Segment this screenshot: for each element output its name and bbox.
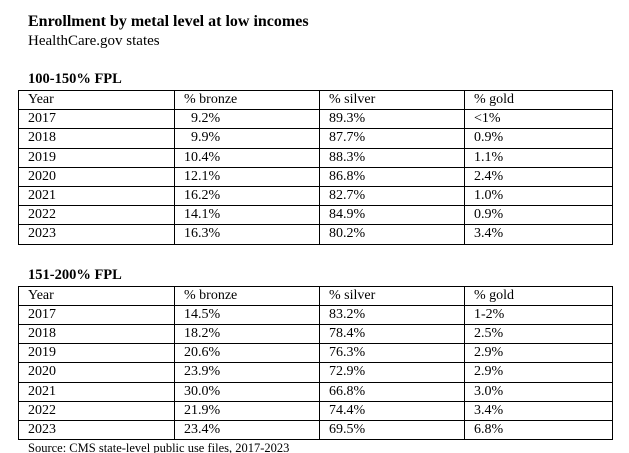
table-cell: 16.3% bbox=[174, 224, 320, 245]
column-header: Year bbox=[18, 285, 175, 306]
table-row: 2019 20.6% 76.3% 2.9% bbox=[18, 343, 613, 364]
table-cell: 9.2% bbox=[174, 109, 320, 130]
table-cell: 12.1% bbox=[174, 166, 320, 188]
table-cell: 83.2% bbox=[319, 304, 465, 326]
table-row: 2017 14.5% 83.2% 1-2% bbox=[18, 304, 613, 326]
page-subtitle: HealthCare.gov states bbox=[28, 33, 160, 49]
table-cell: 1.1% bbox=[464, 147, 613, 168]
table-row: 2023 23.4% 69.5% 6.8% bbox=[18, 420, 613, 441]
table-row: 2020 23.9% 72.9% 2.9% bbox=[18, 362, 613, 383]
section-heading-100-150-fpl: 100-150% FPL bbox=[28, 71, 122, 87]
table-cell: 21.9% bbox=[174, 400, 320, 422]
table-row: 2021 16.2% 82.7% 1.0% bbox=[18, 186, 613, 207]
table-cell: 74.4% bbox=[319, 400, 465, 422]
table-row: 2022 14.1% 84.9% 0.9% bbox=[18, 205, 613, 226]
enrollment-table-100-150-fpl: Year% bronze% silver% gold 2017 9.2% 89.3… bbox=[18, 89, 613, 245]
table-cell: 16.2% bbox=[174, 186, 320, 207]
table-cell: 3.0% bbox=[464, 381, 613, 402]
table-cell: 2018 bbox=[18, 128, 175, 149]
enrollment-table-151-200-fpl: Year% bronze% silver% gold 2017 14.5% 83.2… bbox=[18, 285, 613, 441]
table-cell: 14.1% bbox=[174, 205, 320, 226]
table-header-row: Year% bronze% silver% gold bbox=[18, 285, 613, 306]
page-title: Enrollment by metal level at low incomes bbox=[28, 13, 309, 30]
table-cell: 3.4% bbox=[464, 400, 613, 422]
table-cell: 1.0% bbox=[464, 186, 613, 207]
table-header-row: Year% bronze% silver% gold bbox=[18, 89, 613, 111]
column-header: Year bbox=[18, 89, 175, 111]
table-cell: 2021 bbox=[18, 381, 175, 402]
table-cell: 9.9% bbox=[174, 128, 320, 149]
column-header: % gold bbox=[464, 89, 613, 111]
table-row: 2020 12.1% 86.8% 2.4% bbox=[18, 166, 613, 188]
table-cell: <1% bbox=[464, 109, 613, 130]
table-cell: 23.9% bbox=[174, 362, 320, 383]
table-cell: 2023 bbox=[18, 224, 175, 245]
section-heading-151-200-fpl: 151-200% FPL bbox=[28, 266, 122, 283]
table-row: 2018 18.2% 78.4% 2.5% bbox=[18, 324, 613, 345]
table-cell: 80.2% bbox=[319, 224, 465, 245]
table-cell: 2.4% bbox=[464, 166, 613, 188]
table-cell: 2022 bbox=[18, 205, 175, 226]
table-cell: 2023 bbox=[18, 420, 175, 441]
table-cell: 89.3% bbox=[319, 109, 465, 130]
table-cell: 2017 bbox=[18, 304, 175, 326]
table-cell: 88.3% bbox=[319, 147, 465, 168]
table-row: 2019 10.4% 88.3% 1.1% bbox=[18, 147, 613, 168]
table-row: 2017 9.2% 89.3% <1% bbox=[18, 109, 613, 130]
table-cell: 18.2% bbox=[174, 324, 320, 345]
table-row: 2023 16.3% 80.2% 3.4% bbox=[18, 224, 613, 245]
table-row: 2018 9.9% 87.7% 0.9% bbox=[18, 128, 613, 149]
table-cell: 76.3% bbox=[319, 343, 465, 364]
table-cell: 72.9% bbox=[319, 362, 465, 383]
table-cell: 0.9% bbox=[464, 128, 613, 149]
table-cell: 84.9% bbox=[319, 205, 465, 226]
table-row: 2021 30.0% 66.8% 3.0% bbox=[18, 381, 613, 402]
table-cell: 23.4% bbox=[174, 420, 320, 441]
table-cell: 2019 bbox=[18, 147, 175, 168]
table-cell: 2020 bbox=[18, 362, 175, 383]
table-cell: 69.5% bbox=[319, 420, 465, 441]
table-cell: 1-2% bbox=[464, 304, 613, 326]
table-cell: 2018 bbox=[18, 324, 175, 345]
table-cell: 87.7% bbox=[319, 128, 465, 149]
table-cell: 6.8% bbox=[464, 420, 613, 441]
table-cell: 3.4% bbox=[464, 224, 613, 245]
table-cell: 2019 bbox=[18, 343, 175, 364]
table-cell: 14.5% bbox=[174, 304, 320, 326]
table-cell: 30.0% bbox=[174, 381, 320, 402]
table-cell: 20.6% bbox=[174, 343, 320, 364]
table-cell: 66.8% bbox=[319, 381, 465, 402]
column-header: % gold bbox=[464, 285, 613, 306]
table-cell: 2.9% bbox=[464, 362, 613, 383]
table-cell: 0.9% bbox=[464, 205, 613, 226]
column-header: % bronze bbox=[174, 285, 320, 306]
table-cell: 82.7% bbox=[319, 186, 465, 207]
table-cell: 78.4% bbox=[319, 324, 465, 345]
source-note: Source: CMS state-level public use files… bbox=[28, 441, 290, 453]
table-cell: 2.9% bbox=[464, 343, 613, 364]
table-cell: 2017 bbox=[18, 109, 175, 130]
table-cell: 2020 bbox=[18, 166, 175, 188]
column-header: % silver bbox=[319, 89, 465, 111]
table-cell: 2.5% bbox=[464, 324, 613, 345]
table-row: 2022 21.9% 74.4% 3.4% bbox=[18, 400, 613, 422]
column-header: % silver bbox=[319, 285, 465, 306]
table-cell: 86.8% bbox=[319, 166, 465, 188]
column-header: % bronze bbox=[174, 89, 320, 111]
table-cell: 10.4% bbox=[174, 147, 320, 168]
table-cell: 2022 bbox=[18, 400, 175, 422]
table-cell: 2021 bbox=[18, 186, 175, 207]
